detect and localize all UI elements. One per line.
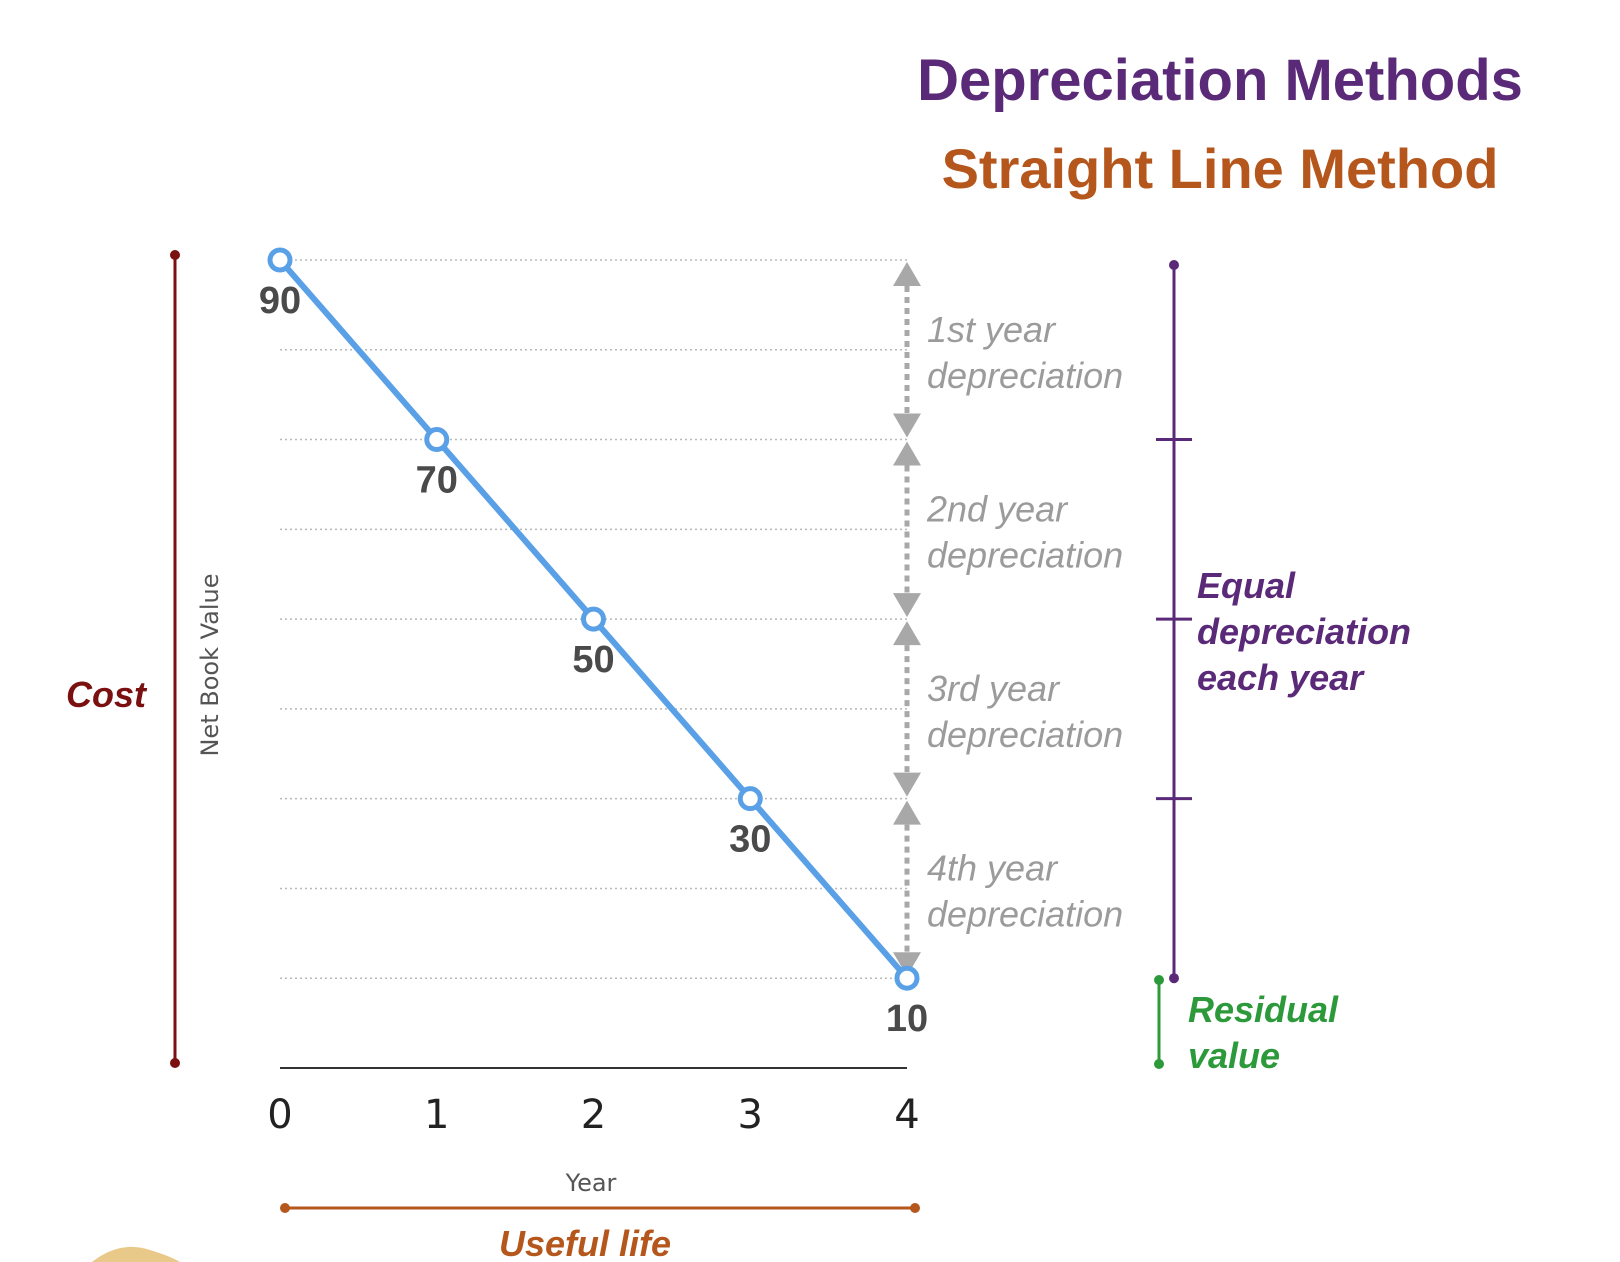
x-tick-label-0: 0 — [267, 1092, 292, 1138]
equal-label-line-2: depreciation — [1197, 611, 1411, 652]
useful-life-bracket — [280, 1203, 920, 1213]
data-point-3 — [737, 786, 763, 812]
depreciation-label-4-line-2: depreciation — [927, 893, 1123, 934]
cost-label: Cost — [66, 674, 148, 715]
arrow-head-down — [893, 413, 921, 438]
data-point-label-0: 90 — [259, 280, 301, 322]
data-point-label-4: 10 — [886, 998, 928, 1040]
depreciation-label-3-line-1: 3rd year — [927, 668, 1061, 709]
depreciation-arrows — [893, 262, 921, 977]
x-tick-label-3: 3 — [738, 1092, 763, 1138]
x-tick-label-4: 4 — [894, 1092, 919, 1138]
arrow-head-up — [893, 441, 921, 466]
data-point-0 — [267, 247, 293, 273]
decorative-shape — [92, 1246, 180, 1262]
equal-label-line-1: Equal — [1197, 565, 1296, 606]
equal-depreciation-bracket — [1156, 260, 1192, 984]
useful-life-label: Useful life — [499, 1223, 671, 1262]
x-axis-label: Year — [565, 1169, 617, 1197]
data-point-1 — [424, 427, 450, 453]
data-point-label-3: 30 — [729, 819, 771, 861]
depreciation-label-1-line-2: depreciation — [927, 355, 1123, 396]
chart-subtitle: Straight Line Method — [942, 137, 1499, 200]
data-point-4 — [894, 965, 920, 991]
arrow-head-down — [893, 593, 921, 618]
data-point-2 — [581, 606, 606, 632]
x-tick-label-2: 2 — [581, 1092, 606, 1138]
chart-title: Depreciation Methods — [917, 48, 1523, 113]
data-point-labels: 90 70 50 30 10 — [259, 280, 928, 1040]
depreciation-arrow-2 — [893, 441, 921, 618]
data-points — [267, 247, 920, 991]
residual-label-line-2: value — [1188, 1035, 1280, 1076]
equal-bracket-bottom-dot — [1169, 973, 1179, 984]
depreciation-label-3-line-2: depreciation — [927, 714, 1123, 755]
depreciation-arrow-3 — [893, 621, 921, 797]
data-point-label-2: 50 — [572, 639, 614, 681]
arrow-head-down — [893, 952, 921, 977]
equal-bracket-top-dot — [1169, 260, 1179, 270]
x-tick-labels: 0 1 2 3 4 — [267, 1092, 919, 1138]
depreciation-label-2-line-1: 2nd year — [926, 488, 1069, 529]
arrow-head-up — [893, 800, 921, 825]
depreciation-label-4-line-1: 4th year — [927, 847, 1059, 888]
arrow-head-up — [893, 262, 921, 286]
y-axis-label: Net Book Value — [196, 573, 224, 756]
arrow-head-up — [893, 621, 921, 646]
residual-value-bracket — [1154, 975, 1164, 1069]
data-point-label-1: 70 — [416, 460, 458, 502]
depreciation-label-2-line-2: depreciation — [927, 534, 1123, 575]
cost-bracket — [170, 250, 180, 1068]
depreciation-arrow-1 — [893, 262, 921, 438]
equal-label-line-3: each year — [1197, 657, 1365, 698]
depreciation-arrow-4 — [893, 800, 921, 977]
arrow-head-down — [893, 772, 921, 797]
depreciation-label-1-line-1: 1st year — [927, 309, 1057, 350]
depreciation-labels: 1st year depreciation 2nd year depreciation… — [926, 309, 1123, 935]
residual-label-line-1: Residual — [1188, 989, 1339, 1030]
x-tick-label-1: 1 — [424, 1092, 449, 1138]
